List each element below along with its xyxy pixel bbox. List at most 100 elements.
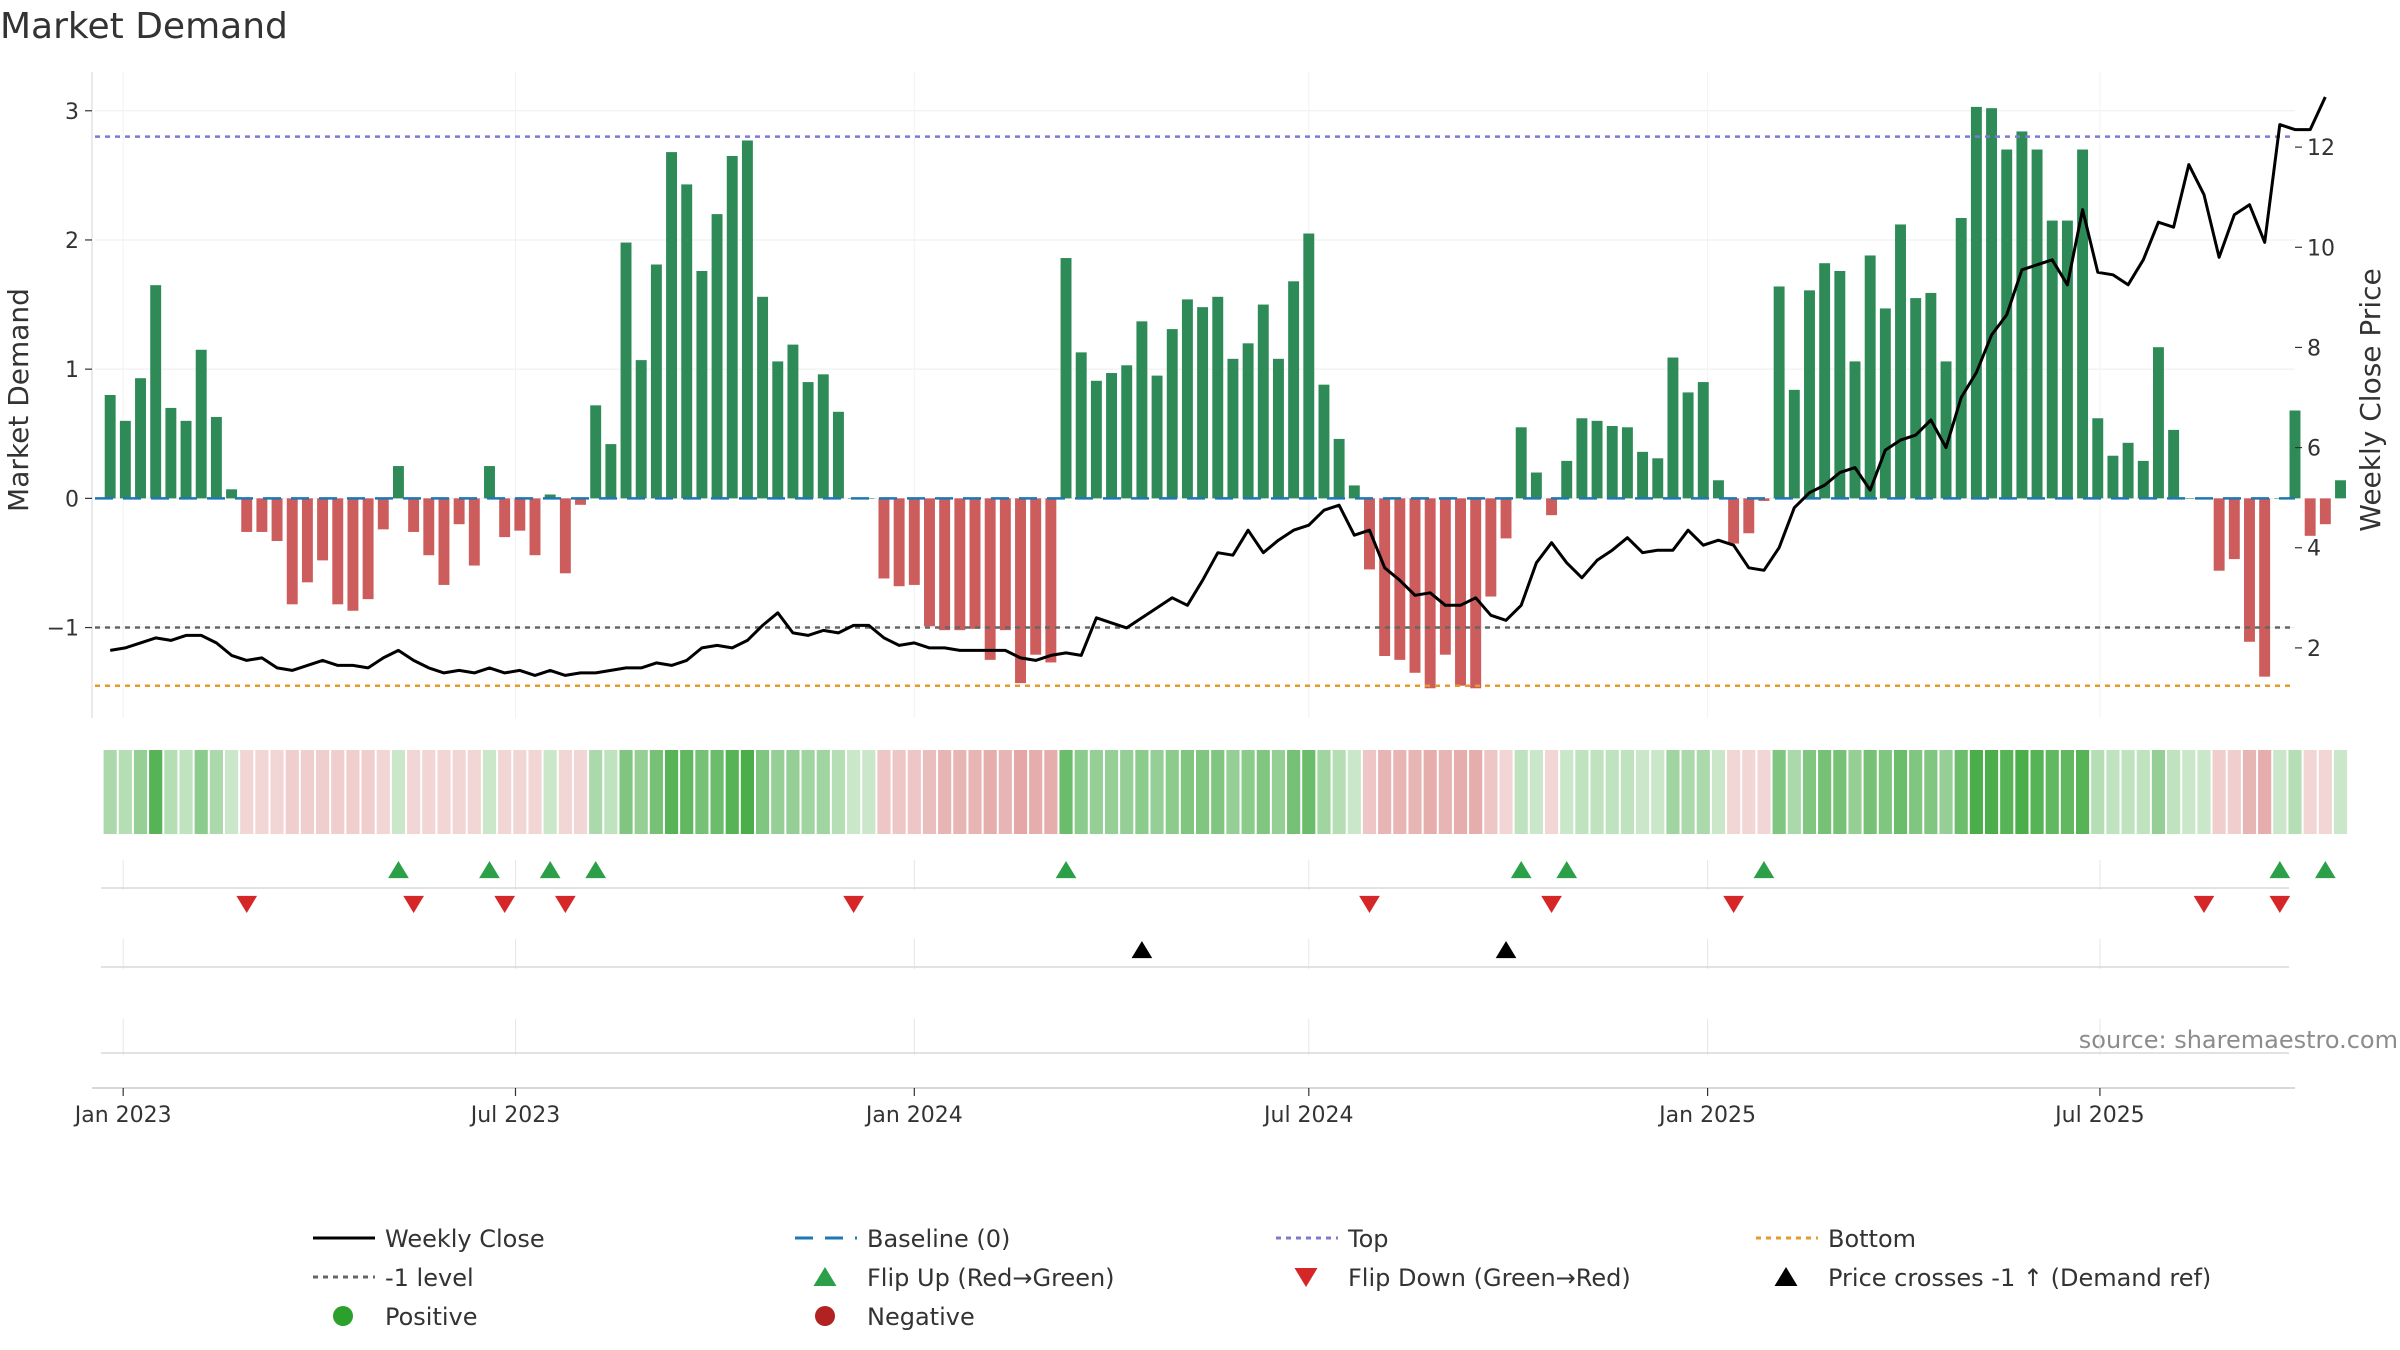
demand-bar <box>499 498 511 538</box>
demand-bar <box>2077 149 2089 499</box>
demand-bar <box>1455 498 1466 686</box>
demand-bar <box>1804 290 1815 499</box>
heat-cell <box>1787 750 1801 834</box>
demand-bar <box>2061 220 2073 499</box>
heat-cell <box>331 750 345 834</box>
legend-label: Positive <box>385 1303 478 1331</box>
demand-bar <box>1166 329 1178 499</box>
flip-down-marker <box>843 895 864 913</box>
heat-cell <box>1347 750 1361 834</box>
heat-cell <box>604 750 618 834</box>
heat-cell <box>133 750 148 834</box>
heat-cell <box>2258 750 2272 834</box>
demand-bar <box>696 270 708 499</box>
heat-cell <box>862 750 876 834</box>
flip-down-marker <box>494 895 516 913</box>
heat-cell <box>2136 750 2150 834</box>
legend-entry: Bottom <box>1756 1225 1916 1253</box>
demand-bar <box>590 405 602 499</box>
legend-label: Negative <box>867 1303 975 1331</box>
heat-cell <box>2060 750 2074 834</box>
heat-cell <box>255 750 269 834</box>
demand-bar <box>2152 347 2164 499</box>
demand-bar <box>119 420 131 499</box>
demand-bar <box>1181 299 1193 499</box>
demand-bar <box>453 498 465 525</box>
demand-bar <box>2016 131 2028 499</box>
demand-bar <box>1272 358 1284 499</box>
price-cross-markers <box>1131 941 1517 959</box>
heat-cell <box>270 750 284 834</box>
heat-cell <box>892 750 906 834</box>
heat-cell <box>1150 750 1164 834</box>
demand-bar <box>1970 106 1982 499</box>
heat-cell <box>2318 750 2332 834</box>
heat-cell <box>1180 750 1194 834</box>
heat-cell <box>1423 750 1437 834</box>
demand-bar <box>1409 498 1421 673</box>
heat-cell <box>2273 750 2287 834</box>
heat-cell <box>437 750 451 834</box>
demand-bar <box>1773 286 1785 499</box>
demand-bar <box>605 444 617 499</box>
heat-cell <box>922 750 937 834</box>
heat-cell <box>1863 750 1877 834</box>
demand-bar <box>1606 426 1618 499</box>
heat-cell <box>2288 750 2302 834</box>
demand-bar <box>2137 460 2149 499</box>
y-tick-label: 0 <box>65 487 79 512</box>
heat-cell <box>2212 750 2226 834</box>
x-tick-label: Jul 2024 <box>1262 1103 1354 1128</box>
source-credit: source: sharemaestro.com <box>2079 1026 2398 1054</box>
heat-cell <box>452 750 466 834</box>
heat-cell <box>2030 750 2044 834</box>
heat-cell <box>1893 750 1908 834</box>
heat-cell <box>573 750 588 834</box>
flip-up-marker <box>1556 861 1578 879</box>
demand-bar <box>544 494 556 499</box>
demand-bar <box>2046 220 2058 499</box>
heat-cell <box>209 750 223 834</box>
demand-bar <box>438 498 450 585</box>
heat-cell <box>1317 750 1331 834</box>
heat-cell <box>1878 750 1892 834</box>
demand-bar <box>681 184 693 499</box>
heat-cell <box>1484 750 1498 834</box>
heat-cell <box>543 750 557 834</box>
y2-tick-label: 4 <box>2307 537 2321 562</box>
demand-bar <box>2001 149 2013 499</box>
heat-cell <box>756 750 770 834</box>
flip-up-marker <box>1055 861 1077 879</box>
heat-cell <box>1499 750 1513 834</box>
legend-swatch <box>1774 1267 1798 1286</box>
heat-cell <box>2333 750 2348 834</box>
legend-swatch <box>1294 1268 1318 1287</box>
demand-bar <box>317 498 329 561</box>
heat-cell <box>1636 750 1650 834</box>
demand-bar <box>1515 427 1527 499</box>
heat-cell <box>938 750 952 834</box>
demand-bar <box>423 498 435 556</box>
demand-bar <box>817 374 829 499</box>
demand-bar <box>1090 380 1102 499</box>
heat-cell <box>2227 750 2241 834</box>
flip-down-marker <box>236 895 258 913</box>
flip-down-marker <box>2193 895 2215 913</box>
heat-cell <box>1241 750 1255 834</box>
heat-cell <box>149 750 163 834</box>
demand-bar <box>286 498 298 605</box>
heat-cell <box>968 750 982 834</box>
heat-cell <box>482 750 497 834</box>
heat-cell <box>1059 750 1073 834</box>
demand-bar <box>377 498 389 530</box>
demand-bar <box>1788 389 1800 499</box>
demand-bar <box>741 140 753 499</box>
heat-cell <box>907 750 921 834</box>
heat-cell <box>1226 750 1240 834</box>
demand-bar <box>1197 307 1209 499</box>
flip-up-marker <box>388 861 409 879</box>
demand-bar <box>1667 357 1679 499</box>
heat-cell <box>1848 750 1862 834</box>
demand-bar <box>1591 420 1603 499</box>
